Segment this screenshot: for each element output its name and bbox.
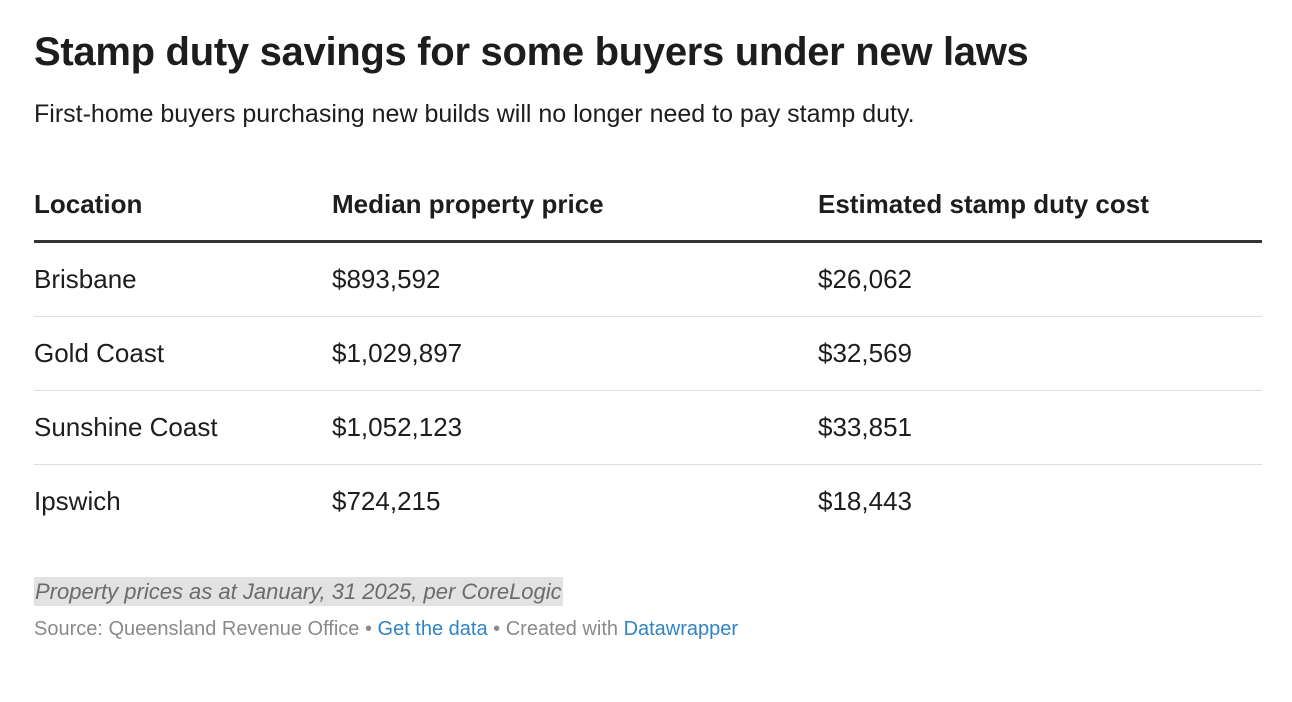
cell-location: Sunshine Coast bbox=[34, 390, 332, 465]
cell-median-price: $893,592 bbox=[332, 241, 818, 317]
get-the-data-link[interactable]: Get the data bbox=[377, 618, 488, 640]
footer-separator: • bbox=[487, 618, 506, 640]
table-row: Gold Coast $1,029,897 $32,569 bbox=[34, 316, 1262, 391]
chart-footer: Source: Queensland Revenue Office • Get … bbox=[34, 616, 738, 642]
table-row: Brisbane $893,592 $26,062 bbox=[34, 241, 1262, 317]
created-with-text: Created with bbox=[505, 618, 618, 640]
cell-location: Brisbane bbox=[34, 241, 332, 317]
cell-location: Ipswich bbox=[34, 486, 121, 516]
column-header-stamp-duty[interactable]: Estimated stamp duty cost bbox=[818, 168, 1262, 243]
cell-median-price: $1,052,123 bbox=[332, 390, 818, 465]
data-table: Location Median property price Estimated… bbox=[34, 168, 1262, 538]
table-row: Sunshine Coast $1,052,123 $33,851 bbox=[34, 390, 1262, 465]
source-text: Source: Queensland Revenue Office bbox=[34, 618, 360, 640]
cell-location: Gold Coast bbox=[34, 316, 332, 391]
chart-subtitle: First-home buyers purchasing new builds … bbox=[34, 100, 915, 128]
column-header-median-price[interactable]: Median property price bbox=[332, 168, 818, 243]
chart-title: Stamp duty savings for some buyers under… bbox=[34, 30, 1029, 74]
cell-stamp-duty: $26,062 bbox=[818, 241, 1262, 317]
datawrapper-link[interactable]: Datawrapper bbox=[623, 618, 739, 640]
cell-stamp-duty: $33,851 bbox=[818, 390, 1262, 465]
chart-note: Property prices as at January, 31 2025, … bbox=[34, 577, 563, 606]
column-header-location[interactable]: Location bbox=[34, 168, 332, 243]
footer-separator: • bbox=[359, 618, 378, 640]
cell-stamp-duty: $18,443 bbox=[818, 486, 912, 516]
cell-stamp-duty: $32,569 bbox=[818, 316, 1262, 391]
table-row: Ipswich $724,215 $18,443 bbox=[34, 465, 1262, 539]
cell-median-price: $1,029,897 bbox=[332, 316, 818, 391]
table-header-row: Location Median property price Estimated… bbox=[34, 168, 1262, 243]
cell-median-price: $724,215 bbox=[332, 486, 441, 516]
